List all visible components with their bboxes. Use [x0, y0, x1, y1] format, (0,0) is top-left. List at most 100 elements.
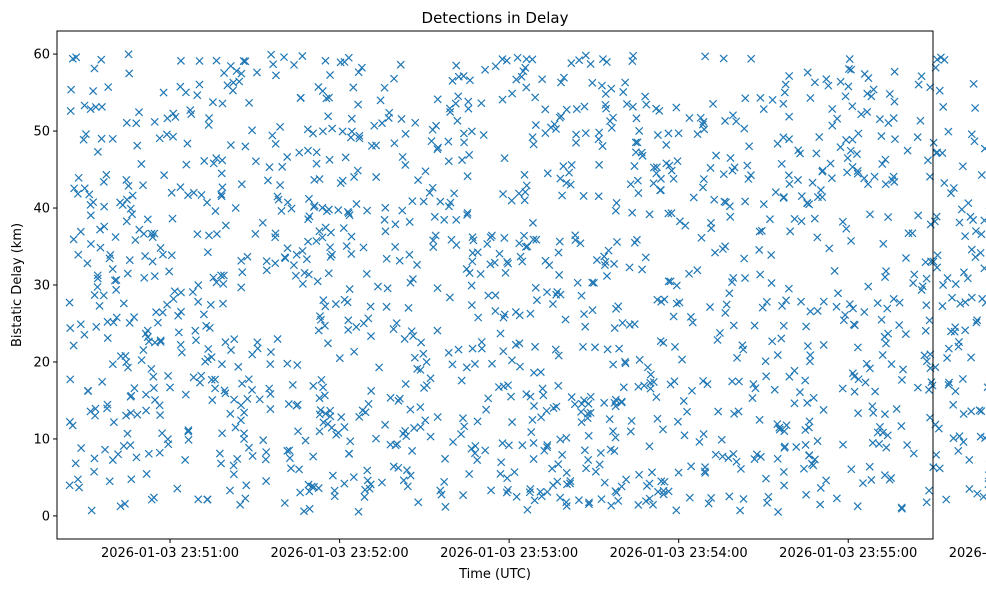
data-point: [194, 297, 203, 306]
data-point: [944, 344, 953, 353]
data-point: [865, 462, 874, 471]
data-point: [850, 372, 859, 381]
data-point: [901, 330, 910, 339]
data-point: [930, 217, 939, 226]
data-point: [402, 466, 412, 475]
data-point: [603, 345, 612, 354]
data-point: [433, 143, 443, 152]
data-point: [262, 257, 271, 266]
data-point: [847, 236, 856, 245]
data-point: [971, 103, 980, 113]
data-point: [949, 400, 958, 409]
data-point: [375, 363, 384, 372]
data-point: [371, 434, 381, 443]
data-point: [890, 97, 899, 106]
data-point: [421, 167, 430, 176]
data-point: [90, 291, 99, 300]
data-point: [973, 316, 982, 325]
data-point: [304, 270, 313, 279]
data-point: [330, 486, 339, 495]
data-point: [458, 414, 467, 423]
data-point: [328, 471, 337, 480]
data-point: [967, 353, 976, 362]
data-point: [913, 133, 922, 142]
data-point: [584, 399, 593, 408]
data-point: [625, 263, 634, 272]
data-point: [904, 229, 913, 238]
data-point: [610, 259, 619, 268]
data-point: [289, 261, 298, 270]
data-point: [538, 384, 547, 393]
data-point: [863, 107, 872, 116]
data-point: [377, 478, 386, 487]
data-point: [662, 140, 671, 149]
data-point: [875, 115, 884, 124]
data-point: [312, 148, 321, 157]
data-point: [218, 183, 227, 192]
data-point: [672, 506, 681, 515]
data-point: [405, 250, 414, 259]
data-point: [390, 139, 399, 148]
data-point: [162, 130, 171, 139]
data-point: [211, 207, 220, 216]
data-point: [444, 202, 453, 211]
data-point: [217, 190, 226, 199]
data-point: [163, 114, 172, 123]
data-point: [126, 441, 135, 450]
data-point: [685, 113, 694, 123]
data-point: [595, 460, 604, 469]
data-point: [699, 376, 708, 386]
data-point: [961, 298, 970, 307]
data-point: [405, 217, 414, 226]
data-point: [220, 68, 229, 77]
data-point: [340, 423, 349, 432]
data-point: [269, 60, 278, 69]
data-point: [799, 464, 808, 473]
data-point: [429, 243, 438, 252]
data-point: [240, 429, 249, 438]
data-point: [630, 238, 639, 247]
data-point: [819, 297, 828, 306]
data-point: [370, 121, 379, 130]
data-point: [548, 300, 557, 309]
data-point: [674, 468, 683, 477]
data-point: [580, 310, 589, 319]
data-point: [732, 457, 741, 466]
data-point: [580, 446, 589, 455]
data-point: [961, 232, 970, 241]
data-point: [584, 431, 593, 440]
data-point: [66, 324, 75, 333]
data-point: [331, 300, 340, 309]
data-point: [122, 217, 131, 226]
data-point: [407, 327, 416, 336]
data-point: [784, 284, 793, 293]
data-point: [756, 270, 765, 279]
data-point: [92, 322, 101, 331]
data-point: [302, 255, 311, 264]
data-point: [957, 205, 966, 214]
data-point: [555, 113, 564, 122]
data-point: [241, 494, 250, 503]
data-point: [463, 208, 472, 217]
data-point: [562, 105, 571, 114]
data-point: [209, 273, 218, 282]
data-point: [431, 231, 440, 240]
data-point: [99, 291, 108, 300]
data-point: [436, 197, 445, 206]
data-point: [697, 233, 706, 242]
data-point: [895, 321, 904, 330]
data-point: [393, 440, 402, 449]
data-point: [366, 302, 375, 311]
data-point: [413, 260, 422, 269]
data-point: [555, 270, 564, 279]
data-point: [879, 239, 888, 248]
data-point: [693, 130, 702, 139]
data-point: [440, 215, 449, 224]
data-point: [123, 363, 133, 372]
data-point: [972, 318, 981, 327]
data-point: [290, 60, 299, 69]
data-point: [649, 500, 658, 509]
data-point: [880, 332, 889, 341]
data-point: [586, 408, 595, 417]
data-point: [762, 372, 771, 381]
